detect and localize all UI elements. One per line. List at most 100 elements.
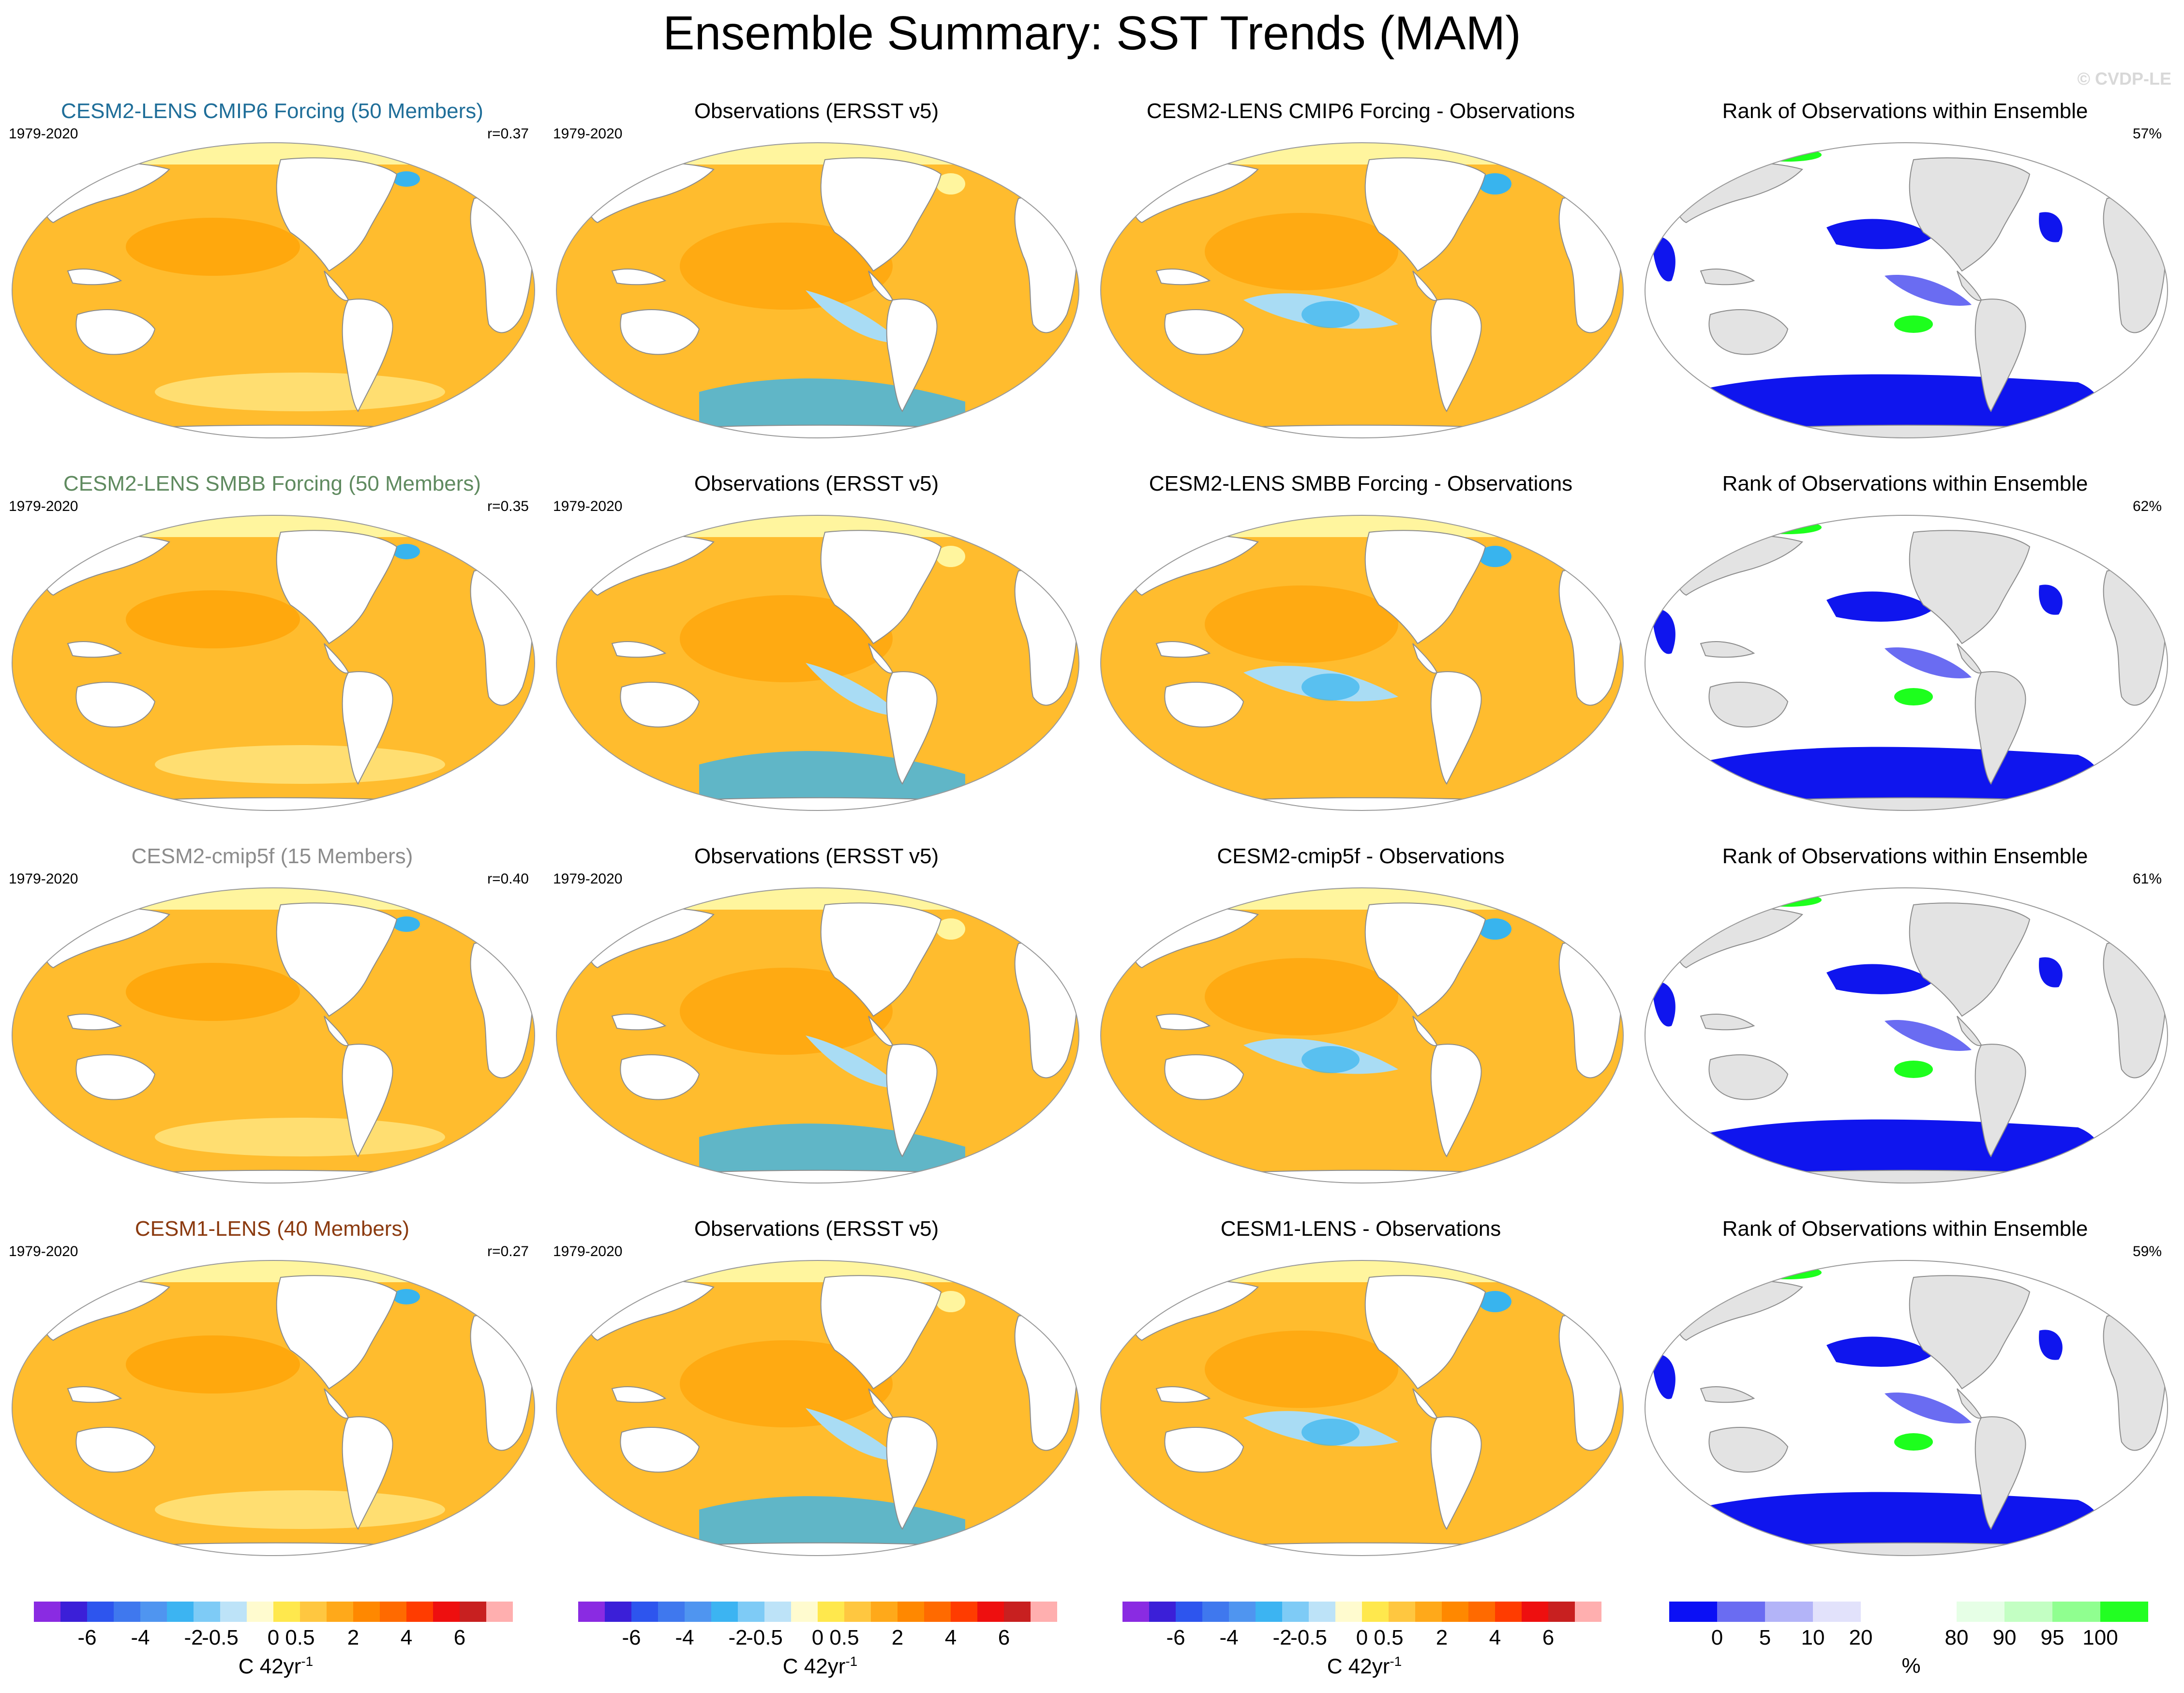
colorbar-swatch: [658, 1602, 685, 1622]
panel-title: CESM2-LENS SMBB Forcing (50 Members): [63, 472, 481, 495]
panel-title: Rank of Observations within Ensemble: [1722, 844, 2088, 868]
land-mass: [1909, 530, 2031, 644]
colorbar-swatch: [924, 1602, 951, 1622]
colorbar-tick-label: 100: [2082, 1626, 2118, 1649]
colorbar-swatch: [2004, 1602, 2052, 1622]
map-outline: [12, 1260, 535, 1556]
land-mass: [1164, 1054, 1244, 1100]
land-mass: [67, 1386, 122, 1403]
land-mass: [67, 1014, 122, 1031]
model-map: [12, 1260, 535, 1556]
period-label: 1979-2020: [9, 871, 78, 887]
panel-title: CESM2-cmip5f (15 Members): [131, 844, 413, 868]
watermark: © CVDP-LE: [2077, 69, 2171, 89]
colorbar-swatch: [1309, 1602, 1335, 1622]
cooling-spot: [1479, 546, 1511, 567]
rank-low-region: [2039, 1330, 2063, 1360]
land-mass: [1700, 641, 1755, 658]
rank-map: [1645, 1260, 2168, 1556]
period-label: 1979-2020: [9, 1244, 78, 1259]
land-mass: [342, 671, 393, 785]
land-mass: [620, 1427, 700, 1473]
weak-warming-spot: [936, 1291, 965, 1312]
land-mass: [611, 641, 667, 658]
land-mass: [342, 299, 393, 412]
land-mass: [886, 299, 938, 412]
cooling-spot: [1479, 1291, 1511, 1312]
colorbar-tick-label: 0.5: [1374, 1626, 1404, 1649]
land-mass: [611, 1386, 667, 1403]
land-mass: [75, 1427, 156, 1473]
period-label: 1979-2020: [553, 1244, 623, 1259]
colorbar-swatch: [114, 1602, 140, 1622]
colorbar-tick-label: -0.5: [202, 1626, 239, 1649]
weak-warming-spot: [936, 173, 965, 195]
colorbar-tick-label: -6: [77, 1626, 97, 1649]
land-mass: [1708, 682, 1789, 728]
land-mass: [1975, 1416, 2026, 1530]
colorbar-swatch: [764, 1602, 791, 1622]
land-mass: [611, 269, 667, 285]
correlation-label: r=0.40: [487, 871, 529, 887]
colorbar-swatch: [1362, 1602, 1389, 1622]
rank-panel: Rank of Observations within Ensemble 61%: [1633, 842, 2177, 1214]
diff-map: [1100, 515, 1624, 811]
colorbar-tick-label: 0.5: [829, 1626, 859, 1649]
colorbar-units-label: C 42yr-1: [238, 1654, 314, 1678]
arctic-band: [12, 143, 535, 165]
rank-map: [1645, 142, 2168, 438]
cooling-region: [806, 663, 902, 716]
colorbar-units-label: %: [1901, 1654, 1921, 1678]
land-mass: [1909, 1275, 2031, 1390]
rank-high-region: [1754, 1266, 1822, 1279]
model-map: [12, 142, 535, 438]
rank-low-region: [1652, 609, 1675, 654]
page-title: Ensemble Summary: SST Trends (MAM): [663, 6, 1521, 60]
land-mass: [1155, 641, 1211, 658]
colorbar-swatch: [460, 1602, 486, 1622]
period-label: 1979-2020: [9, 498, 78, 514]
arctic-band: [1101, 515, 1623, 537]
rank-low-region: [1652, 1354, 1675, 1399]
land-mass: [1708, 1054, 1789, 1100]
warming-region: [680, 223, 893, 310]
cooling-region: [806, 290, 902, 344]
rank-low-region: [1691, 747, 2102, 803]
colorbar-model: -6 -4 -2 -0.5 0 0.5 2 4 6 C 42yr-1: [34, 1597, 518, 1684]
arctic-band: [556, 1260, 1079, 1282]
cooling-spot: [1301, 301, 1360, 328]
model-panel: CESM2-cmip5f (15 Members) 1979-2020 r=0.40: [0, 842, 544, 1214]
panel-title: Observations (ERSST v5): [694, 472, 939, 495]
colorbar-swatch: [791, 1602, 818, 1622]
colorbar-tick-label: -6: [1166, 1626, 1185, 1649]
colorbar-swatch: [1256, 1602, 1282, 1622]
land-mass: [1155, 1386, 1211, 1403]
colorbar-swatch: [2100, 1602, 2148, 1622]
land-mass: [1909, 902, 2031, 1017]
land-mass: [1164, 682, 1244, 728]
colorbar-tick-label: -4: [675, 1626, 694, 1649]
rank-mid-low-region: [1885, 647, 1972, 678]
land-mass: [620, 1054, 700, 1100]
rank-mid-low-region: [1885, 1020, 1972, 1051]
warming-region: [1205, 958, 1398, 1035]
colorbar-units-label: C 42yr-1: [1327, 1654, 1402, 1678]
arctic-band: [556, 888, 1079, 910]
model-panel: CESM2-LENS CMIP6 Forcing (50 Members) 197…: [0, 97, 544, 469]
colorbar-tick-label: 5: [1759, 1626, 1771, 1649]
weak-warming-region: [155, 745, 445, 784]
colorbar-swatch: [1909, 1602, 1957, 1622]
land-mass: [276, 530, 398, 644]
weak-warming-region: [155, 1490, 445, 1529]
colorbar-tick-label: -2: [184, 1626, 203, 1649]
map-outline: [1100, 142, 1624, 438]
rank-high-region: [1894, 1061, 1933, 1078]
map-outline: [556, 887, 1079, 1184]
cooling-spot: [1479, 918, 1511, 940]
colorbar-observations: -6 -4 -2 -0.5 0 0.5 2 4 6 C 42yr-1: [578, 1597, 1062, 1684]
model-panel: CESM2-LENS SMBB Forcing (50 Members) 1979…: [0, 469, 544, 842]
colorbar-tick-label: 10: [1801, 1626, 1825, 1649]
colorbar-tick-label: -2: [1272, 1626, 1292, 1649]
colorbar-swatch: [578, 1602, 605, 1622]
colorbar-swatch: [818, 1602, 844, 1622]
